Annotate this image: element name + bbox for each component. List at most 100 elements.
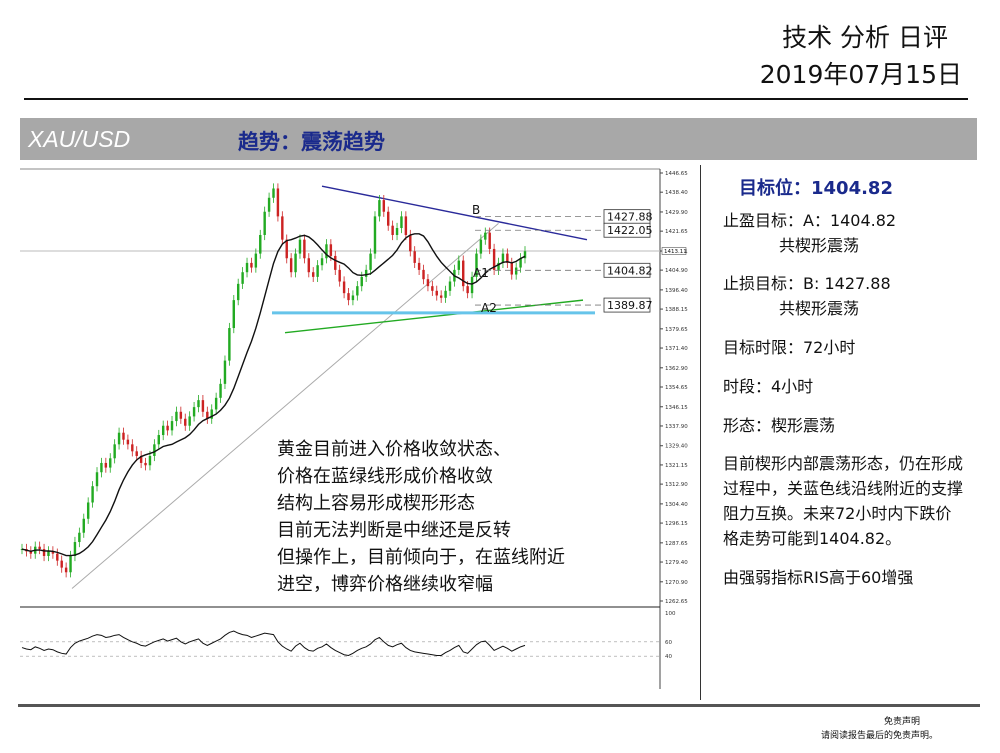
candle-body — [206, 411, 209, 419]
candle-body — [170, 421, 174, 431]
rsi-tick-label: 40 — [665, 654, 672, 660]
price-tick-label: 1354.65 — [665, 385, 688, 391]
candle-body — [51, 551, 55, 554]
candle-body — [448, 281, 452, 291]
annotation-line: 黄金目前进入价格收敛状态、 — [277, 439, 511, 460]
candle-body — [259, 234, 262, 254]
candle-body — [139, 455, 143, 463]
candle-body — [82, 518, 85, 533]
candle-body — [492, 248, 496, 270]
candle-body — [38, 546, 41, 550]
candle-body — [479, 239, 483, 254]
candle-body — [417, 262, 421, 270]
price-tick-label: 1262.65 — [665, 599, 688, 605]
candle-body — [311, 272, 315, 277]
candle-body — [95, 472, 99, 487]
level-label: 1427.88 — [607, 211, 653, 224]
candle-body — [334, 255, 337, 270]
annotation-line: 进空，博弈价格继续收窄幅 — [277, 574, 493, 595]
candle-body — [175, 411, 178, 422]
candle-body — [514, 267, 518, 275]
candle-body — [166, 425, 169, 431]
candle-body — [475, 253, 478, 277]
price-chart: 1446.65 1438.40 1429.90 1421.65 1413.11 1404.… — [20, 165, 700, 705]
candle-body — [109, 458, 112, 468]
candle-body — [131, 444, 134, 452]
candle-body — [285, 239, 288, 259]
panel-divider — [700, 165, 701, 700]
candle-body — [470, 276, 474, 294]
current-price-box — [661, 247, 687, 255]
time-period: 时段：4小时 — [723, 376, 814, 396]
pattern-point-label: A1 — [473, 266, 489, 280]
candle-body — [100, 462, 103, 473]
candle-body — [232, 300, 236, 329]
candle-body — [223, 360, 227, 384]
candle-body — [29, 551, 33, 554]
candle-body — [409, 234, 412, 252]
level-label: 1389.87 — [607, 299, 653, 312]
price-tick-label: 1421.65 — [665, 229, 688, 235]
moving-average-line — [21, 233, 526, 557]
candle-body — [488, 232, 491, 249]
candle-body — [426, 279, 430, 287]
candle-body — [153, 444, 156, 456]
candle-body — [214, 397, 218, 410]
candle-body — [126, 439, 130, 445]
price-tick-label: 1287.65 — [665, 541, 688, 547]
symbol-label: XAU/USD — [28, 126, 131, 152]
candle-body — [179, 411, 183, 419]
candle-body — [329, 244, 333, 256]
candle-body — [64, 567, 68, 573]
candle-body — [184, 418, 187, 426]
pattern-point-label: A2 — [481, 301, 497, 315]
price-tick-label: 1304.40 — [665, 502, 688, 508]
candle-body — [210, 409, 213, 419]
candle-body — [135, 451, 138, 456]
candle-body — [320, 258, 324, 266]
pattern-point-label: B — [472, 203, 480, 217]
candle-body — [462, 260, 465, 287]
candle-body — [413, 251, 416, 263]
candle-body — [303, 239, 306, 259]
price-tick-label: 1362.90 — [665, 366, 688, 372]
candle-body — [73, 542, 77, 556]
target-price: 目标位：1404.82 — [739, 178, 893, 199]
price-tick-label: 1404.90 — [665, 268, 688, 274]
price-tick-label: 1438.40 — [665, 190, 688, 196]
candle-body — [263, 211, 266, 235]
candle-body — [307, 258, 311, 273]
candle-body — [86, 502, 90, 519]
candle-body — [69, 555, 72, 573]
take-profit: 止盈目标：A：1404.82 共楔形震荡 — [723, 210, 897, 255]
candle-body — [91, 486, 94, 503]
candle-body — [298, 239, 302, 254]
level-box — [603, 222, 651, 238]
candle-body — [369, 253, 372, 270]
candle-body — [60, 560, 63, 568]
symbol-band: XAU/USD 趋势：震荡趋势 — [20, 118, 977, 160]
candle-body — [431, 286, 434, 291]
candle-body — [144, 462, 147, 466]
current-price-label: 1413.11 — [664, 249, 687, 255]
price-tick-label: 1396.40 — [665, 288, 688, 294]
annotation-line: 结构上容易形成楔形形态 — [277, 493, 475, 514]
candle-body — [422, 269, 425, 280]
candle-body — [219, 383, 222, 398]
candle-body — [245, 262, 249, 273]
candle-body — [122, 432, 125, 440]
candle-body — [404, 216, 408, 235]
candle-body — [395, 228, 399, 235]
candle-body — [250, 262, 253, 268]
analysis-panel: 目标位：1404.82 止盈目标：A：1404.82 共楔形震荡 止损目标：B:… — [723, 175, 963, 604]
candle-body — [325, 244, 328, 259]
candle-body — [435, 290, 438, 296]
disclaimer-title: 免责声明 — [883, 717, 920, 727]
candle-body — [387, 211, 390, 226]
candle-body — [56, 553, 59, 561]
candle-body — [254, 253, 258, 268]
price-tick-label: 1346.15 — [665, 405, 688, 411]
candle-body — [201, 400, 205, 412]
price-tick-label: 1337.90 — [665, 424, 688, 430]
candle-body — [228, 328, 231, 361]
